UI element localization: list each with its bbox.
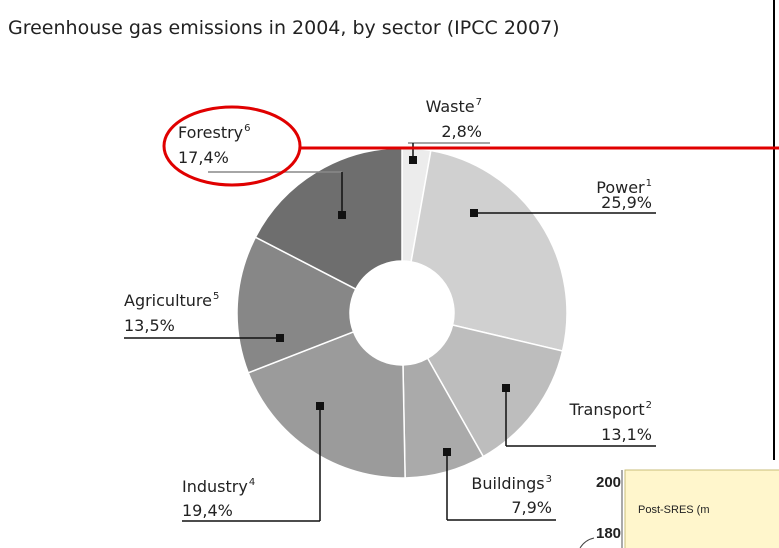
label-note: 1 (646, 178, 652, 189)
value-label: 13,5% (124, 316, 175, 335)
marker (276, 334, 284, 342)
value-label: 17,4% (178, 148, 229, 167)
donut-segment (410, 149, 568, 352)
highlight-circle (162, 105, 302, 187)
legend-text: Post-SRES (m (638, 504, 710, 516)
label-note: 2 (646, 400, 652, 411)
label-note: 5 (213, 291, 219, 302)
chart-title: Greenhouse gas emissions in 2004, by sec… (8, 17, 560, 39)
label-name: Waste (426, 97, 475, 116)
label-name: Power (596, 178, 645, 197)
label-name: Transport (569, 400, 645, 419)
label-note: 7 (476, 97, 482, 108)
marker (502, 384, 510, 392)
arc (579, 537, 595, 548)
legend-box (624, 469, 779, 548)
label-note: 3 (546, 474, 552, 485)
donut-segment (247, 330, 406, 479)
marker (316, 402, 324, 410)
marker (409, 156, 417, 164)
donut-segment (426, 324, 564, 458)
marker (470, 209, 478, 217)
label-note: 4 (249, 477, 255, 488)
marker (443, 448, 451, 456)
label-name: Industry (182, 477, 248, 496)
value-label: 2,8% (441, 122, 482, 141)
label-name: Buildings (471, 474, 544, 493)
label-name: Forestry (178, 123, 243, 142)
value-label: 25,9% (601, 193, 652, 212)
tick-label: 180 (596, 525, 621, 542)
label-note: 6 (244, 123, 250, 134)
value-label: 13,1% (601, 425, 652, 444)
tick-label: 200 (596, 474, 621, 491)
value-label: 7,9% (511, 498, 552, 517)
label-name: Agriculture (124, 291, 212, 310)
marker (338, 211, 346, 219)
value-label: 19,4% (182, 501, 233, 520)
